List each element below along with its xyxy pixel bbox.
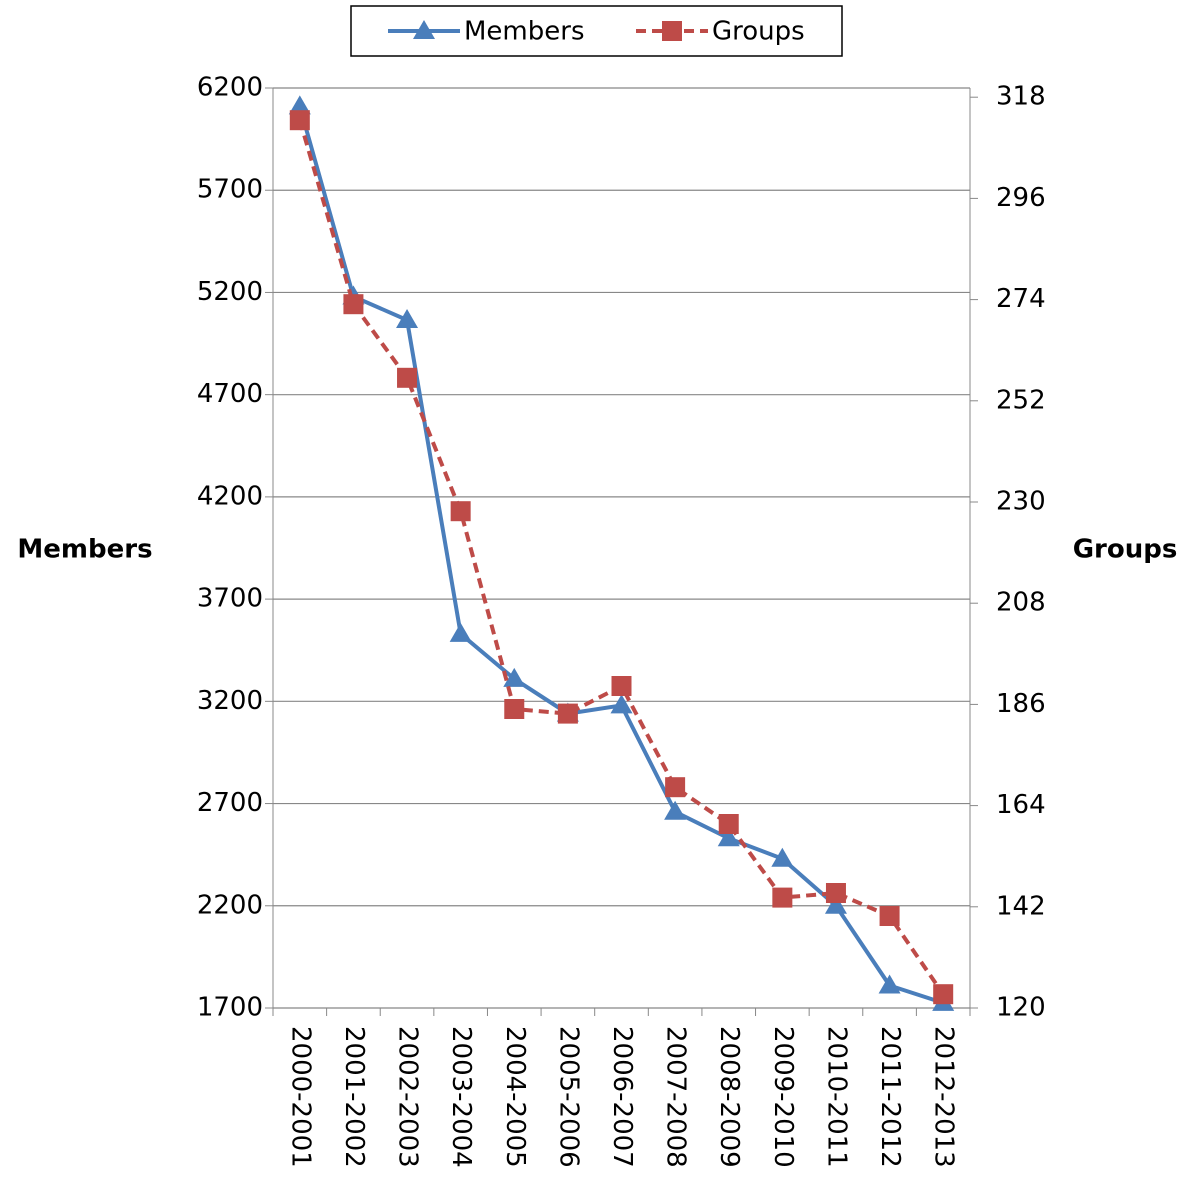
x-tick-label: 2009-2010 — [768, 1026, 798, 1168]
point — [557, 703, 578, 724]
point — [343, 294, 364, 315]
y2-tick-label: 230 — [996, 487, 1046, 517]
legend-label: Members — [464, 17, 585, 47]
point — [879, 906, 900, 926]
y-tick-label: 5200 — [197, 277, 263, 307]
y-tick-label: 3200 — [197, 686, 263, 716]
x-tick-label: 2005-2006 — [553, 1026, 583, 1168]
y-tick-label: 2200 — [197, 890, 263, 920]
point — [504, 699, 525, 719]
y-tick-label: 6200 — [197, 73, 263, 103]
y2-tick-label: 318 — [996, 82, 1046, 112]
point — [288, 95, 311, 115]
point — [771, 847, 794, 867]
y2-tick-label: 252 — [996, 385, 1046, 415]
y2-tick-label: 142 — [996, 891, 1046, 921]
point — [503, 667, 526, 687]
x-tick-label: 2001-2002 — [339, 1026, 369, 1168]
point — [450, 501, 471, 522]
x-tick-label: 2002-2003 — [393, 1026, 423, 1168]
y-tick-label: 1700 — [197, 993, 263, 1023]
point — [610, 694, 633, 714]
y2-tick-label: 164 — [996, 790, 1046, 820]
point — [825, 883, 846, 903]
y2-tick-label: 274 — [996, 284, 1046, 314]
y2-tick-label: 120 — [996, 993, 1046, 1023]
y2-tick-label: 186 — [996, 689, 1046, 719]
y-tick-label: 5700 — [197, 175, 263, 205]
point — [717, 827, 740, 847]
y-axis-title: Members — [17, 535, 152, 565]
x-tick-label: 2011-2012 — [875, 1026, 905, 1168]
x-tick-label: 2010-2011 — [821, 1026, 851, 1168]
y2-tick-label: 296 — [996, 183, 1046, 213]
legend-marker — [662, 21, 682, 41]
point — [396, 309, 419, 329]
point — [449, 622, 472, 642]
x-tick-label: 2012-2013 — [929, 1026, 959, 1168]
point — [772, 887, 793, 908]
x-tick-label: 2003-2004 — [446, 1026, 476, 1168]
legend-marker — [413, 20, 435, 39]
y-tick-label: 2700 — [197, 788, 263, 818]
point — [878, 974, 901, 994]
point — [397, 367, 418, 388]
y-tick-label: 4200 — [197, 481, 263, 511]
point — [664, 800, 687, 820]
x-tick-label: 2008-2009 — [714, 1026, 744, 1168]
legend-label: Groups — [712, 17, 805, 47]
point — [824, 894, 847, 914]
y-tick-label: 4700 — [197, 379, 263, 409]
y-tick-label: 3700 — [197, 584, 263, 614]
x-tick-label: 2007-2008 — [661, 1026, 691, 1168]
x-tick-label: 2006-2007 — [607, 1026, 637, 1168]
point — [611, 676, 632, 696]
y2-axis-title: Groups — [1073, 535, 1178, 565]
point — [933, 984, 954, 1005]
y2-tick-label: 208 — [996, 588, 1046, 618]
series-line — [297, 119, 945, 996]
x-tick-label: 2000-2001 — [285, 1026, 315, 1168]
point — [665, 777, 686, 798]
x-tick-label: 2004-2005 — [500, 1026, 530, 1168]
series-line — [297, 105, 944, 1005]
point — [289, 110, 310, 131]
point — [718, 814, 739, 834]
